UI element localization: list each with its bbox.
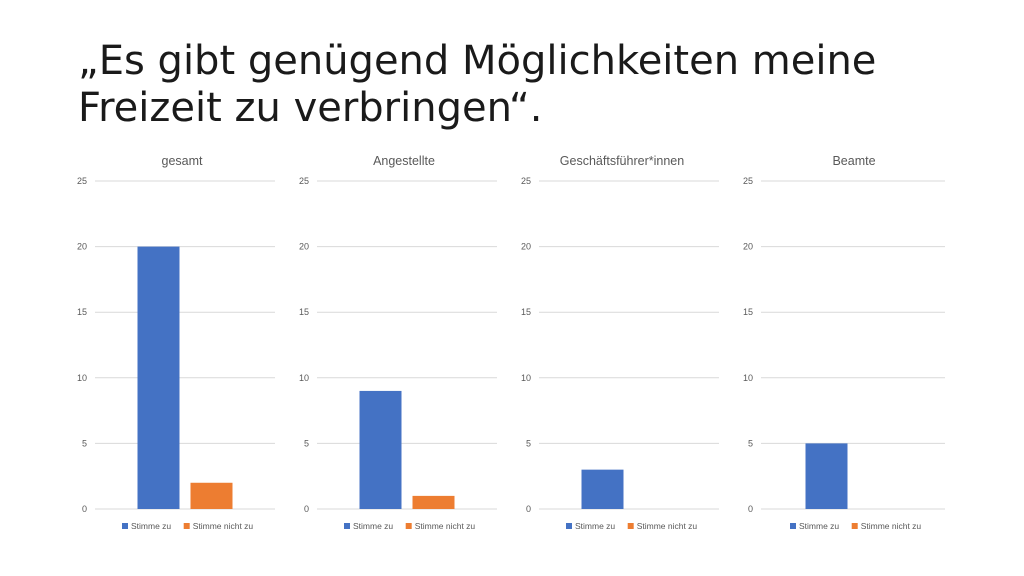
chart-1-ytick-label: 25: [77, 176, 87, 186]
chart-2-ytick-label: 20: [299, 242, 309, 252]
chart-1-ytick-label: 0: [82, 504, 87, 514]
chart-2-title: Angestellte: [373, 154, 435, 168]
chart-3-ytick-label: 10: [521, 373, 531, 383]
chart-1-ytick-label: 5: [82, 438, 87, 448]
chart-3-ytick-label: 20: [521, 242, 531, 252]
chart-1-ytick-label: 20: [77, 242, 87, 252]
chart-1-ytick-label: 15: [77, 307, 87, 317]
chart-3-ytick-label: 25: [521, 176, 531, 186]
chart-2-legend-label: Stimme zu: [353, 521, 393, 531]
chart-3-title: Geschäftsführer*innen: [560, 154, 684, 168]
chart-4-title: Beamte: [832, 154, 875, 168]
chart-2-legend-swatch: [405, 523, 412, 529]
chart-2-legend-label: Stimme nicht zu: [415, 521, 476, 531]
chart-4-ytick-label: 20: [743, 242, 753, 252]
chart-3-legend-label: Stimme nicht zu: [637, 521, 698, 531]
chart-1-legend-label: Stimme nicht zu: [193, 521, 254, 531]
chart-2-ytick-label: 25: [299, 176, 309, 186]
slide-title-line-1: „Es gibt genügend Möglichkeiten meine: [78, 38, 877, 84]
slide-title: „Es gibt genügend Möglichkeiten meine Fr…: [78, 38, 978, 132]
chart-4-ytick-label: 5: [748, 438, 753, 448]
chart-3-legend-label: Stimme zu: [575, 521, 615, 531]
chart-1-bar-stimme-nicht-zu: [190, 482, 233, 509]
chart-3-legend-swatch: [627, 523, 634, 529]
chart-1-legend-swatch: [122, 523, 128, 529]
chart-1-title: gesamt: [162, 154, 204, 168]
chart-4-bar-stimme-zu: [805, 443, 848, 509]
chart-2-ytick-label: 0: [304, 504, 309, 514]
chart-1-bar-stimme-zu: [137, 246, 180, 509]
slide-title-line-2: Freizeit zu verbringen“.: [78, 85, 543, 131]
chart-4-legend-swatch: [790, 523, 796, 529]
chart-4-legend-swatch: [851, 523, 858, 529]
chart-4-ytick-label: 15: [743, 307, 753, 317]
chart-4-legend-label: Stimme zu: [799, 521, 839, 531]
chart-2-legend-swatch: [344, 523, 350, 529]
chart-2-ytick-label: 15: [299, 307, 309, 317]
chart-4-ytick-label: 0: [748, 504, 753, 514]
chart-1-legend-label: Stimme zu: [131, 521, 171, 531]
chart-4-ytick-label: 25: [743, 176, 753, 186]
chart-3-bar-stimme-zu: [581, 469, 624, 509]
chart-2-bar-stimme-nicht-zu: [412, 495, 455, 509]
chart-4-ytick-label: 10: [743, 373, 753, 383]
chart-4-legend-label: Stimme nicht zu: [861, 521, 922, 531]
chart-1-legend-swatch: [183, 523, 190, 529]
chart-3-ytick-label: 15: [521, 307, 531, 317]
chart-2-ytick-label: 10: [299, 373, 309, 383]
chart-2-bar-stimme-zu: [359, 390, 402, 509]
chart-1-ytick-label: 10: [77, 373, 87, 383]
chart-3-ytick-label: 5: [526, 438, 531, 448]
chart-3-ytick-label: 0: [526, 504, 531, 514]
chart-2-ytick-label: 5: [304, 438, 309, 448]
chart-3-legend-swatch: [566, 523, 572, 529]
